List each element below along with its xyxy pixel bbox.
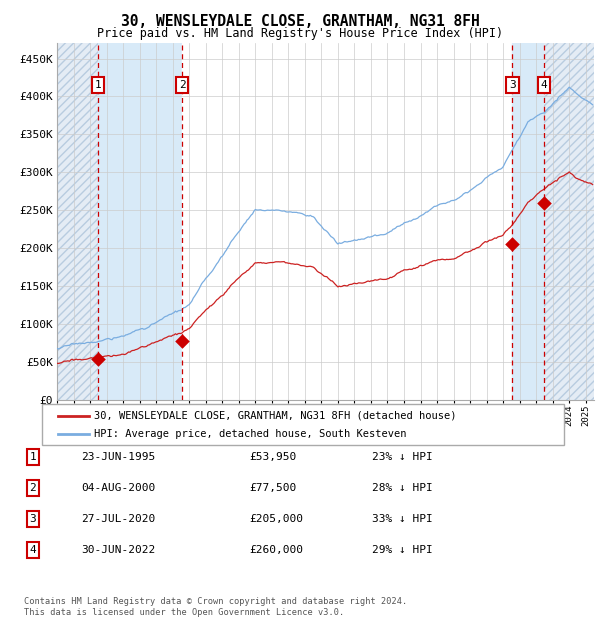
Point xyxy=(508,239,517,249)
Text: 30, WENSLEYDALE CLOSE, GRANTHAM, NG31 8FH: 30, WENSLEYDALE CLOSE, GRANTHAM, NG31 8F… xyxy=(121,14,479,29)
Text: 4: 4 xyxy=(29,545,37,555)
Text: 23% ↓ HPI: 23% ↓ HPI xyxy=(372,452,433,462)
Point xyxy=(93,354,103,364)
Text: 2: 2 xyxy=(29,483,37,493)
Text: Price paid vs. HM Land Registry's House Price Index (HPI): Price paid vs. HM Land Registry's House … xyxy=(97,27,503,40)
Point xyxy=(178,336,187,346)
Text: 30, WENSLEYDALE CLOSE, GRANTHAM, NG31 8FH (detached house): 30, WENSLEYDALE CLOSE, GRANTHAM, NG31 8F… xyxy=(94,410,457,420)
Bar xyxy=(182,43,512,400)
Text: 28% ↓ HPI: 28% ↓ HPI xyxy=(372,483,433,493)
Bar xyxy=(57,43,98,400)
FancyBboxPatch shape xyxy=(42,404,564,445)
Text: 29% ↓ HPI: 29% ↓ HPI xyxy=(372,545,433,555)
Text: 27-JUL-2020: 27-JUL-2020 xyxy=(81,514,155,524)
Text: 33% ↓ HPI: 33% ↓ HPI xyxy=(372,514,433,524)
Text: £53,950: £53,950 xyxy=(249,452,296,462)
Text: Contains HM Land Registry data © Crown copyright and database right 2024.
This d: Contains HM Land Registry data © Crown c… xyxy=(24,598,407,617)
Text: 3: 3 xyxy=(29,514,37,524)
Bar xyxy=(512,43,544,400)
Bar xyxy=(57,43,98,400)
Text: HPI: Average price, detached house, South Kesteven: HPI: Average price, detached house, Sout… xyxy=(94,430,407,440)
Point xyxy=(539,198,549,208)
Text: 3: 3 xyxy=(509,80,516,90)
Bar xyxy=(98,43,182,400)
Text: £260,000: £260,000 xyxy=(249,545,303,555)
Text: 1: 1 xyxy=(29,452,37,462)
Text: 4: 4 xyxy=(541,80,548,90)
Text: 30-JUN-2022: 30-JUN-2022 xyxy=(81,545,155,555)
Text: £77,500: £77,500 xyxy=(249,483,296,493)
Text: £205,000: £205,000 xyxy=(249,514,303,524)
Bar xyxy=(544,43,594,400)
Text: 2: 2 xyxy=(179,80,185,90)
Text: 23-JUN-1995: 23-JUN-1995 xyxy=(81,452,155,462)
Text: 04-AUG-2000: 04-AUG-2000 xyxy=(81,483,155,493)
Text: 1: 1 xyxy=(94,80,101,90)
Bar xyxy=(544,43,594,400)
